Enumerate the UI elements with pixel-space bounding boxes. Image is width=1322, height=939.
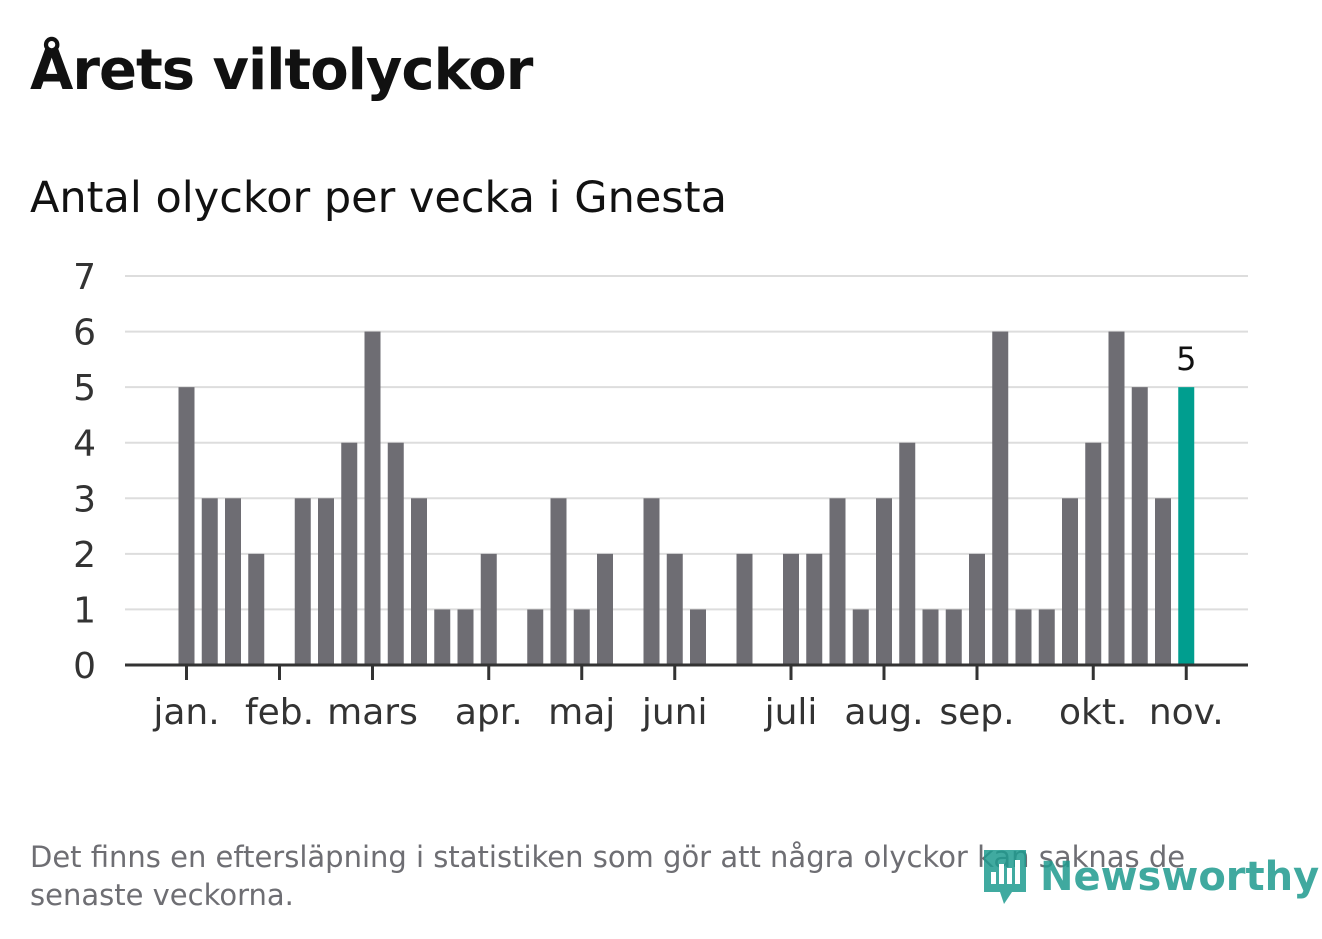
bar <box>899 442 916 665</box>
bar <box>945 609 962 665</box>
y-tick-label: 3 <box>73 479 96 520</box>
bar <box>806 553 823 665</box>
x-tick-label: juli <box>764 692 818 733</box>
bar <box>225 498 241 665</box>
y-tick-label: 0 <box>73 646 96 687</box>
bar <box>922 609 939 665</box>
bar <box>201 498 218 665</box>
bar <box>341 442 358 665</box>
bar <box>829 498 846 665</box>
bar <box>1038 609 1055 665</box>
x-tick-label: sep. <box>939 692 1014 733</box>
bar <box>736 553 753 665</box>
chart-subtitle: Antal olyckor per vecka i Gnesta <box>30 173 727 223</box>
bar <box>666 553 683 665</box>
bar <box>480 553 497 665</box>
data-label: 5 <box>1176 340 1196 378</box>
bar <box>294 498 311 665</box>
y-tick-label: 5 <box>73 368 96 409</box>
y-tick-label: 7 <box>73 257 96 298</box>
bar <box>690 609 706 665</box>
x-tick-label: juni <box>641 692 708 733</box>
bar <box>597 553 613 665</box>
x-tick-label: maj <box>548 692 615 733</box>
chart-title: Årets viltolyckor <box>30 38 533 103</box>
bar <box>783 553 799 665</box>
newsworthy-logo-icon <box>984 850 1026 904</box>
bar <box>434 609 451 665</box>
y-tick-label: 2 <box>73 535 96 576</box>
brand-name: Newsworthy <box>1040 854 1320 900</box>
bar <box>1085 442 1102 665</box>
bar <box>248 553 265 665</box>
bar <box>318 498 334 665</box>
bar <box>1062 498 1078 665</box>
bar <box>527 609 544 665</box>
bar <box>1131 387 1148 665</box>
x-tick-label: nov. <box>1149 692 1224 733</box>
bar <box>178 387 195 665</box>
brand-logo: Newsworthy <box>980 846 1319 908</box>
bar <box>1108 331 1125 665</box>
bar <box>969 553 985 665</box>
bar <box>992 331 1009 665</box>
bar-chart: 0 1 2 3 4 5 6 7 jan. feb. mars apr. maj juni juli aug. s… <box>73 257 1248 733</box>
x-tick-label: okt. <box>1059 692 1127 733</box>
y-tick-label: 6 <box>73 313 96 354</box>
bar <box>643 498 660 665</box>
bar <box>457 609 474 665</box>
bar <box>1155 498 1171 665</box>
y-tick-label: 1 <box>73 590 96 631</box>
x-tick-label: apr. <box>455 692 523 733</box>
bar <box>876 498 892 665</box>
x-tick-label: feb. <box>245 692 314 733</box>
bar <box>364 331 381 665</box>
x-tick-label: mars <box>327 692 418 733</box>
bar <box>573 609 590 665</box>
x-tick-label: jan. <box>152 692 219 733</box>
bar <box>411 498 427 665</box>
bar-highlight <box>1178 387 1195 665</box>
bar <box>550 498 567 665</box>
bar <box>852 609 869 665</box>
y-tick-label: 4 <box>73 424 96 465</box>
x-tick-label: aug. <box>844 692 923 733</box>
bar <box>387 442 404 665</box>
bar <box>1015 609 1032 665</box>
